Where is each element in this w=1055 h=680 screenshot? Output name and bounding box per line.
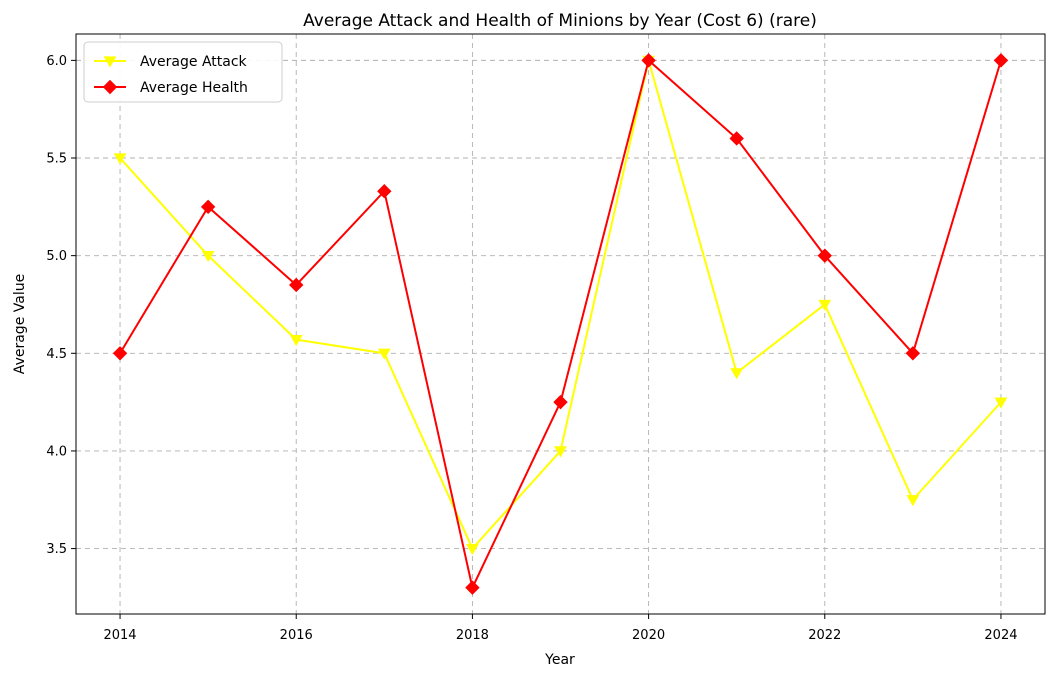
series-line <box>119 59 1002 589</box>
y-axis: 3.5 4.0 4.5 5.0 5.5 6.0 <box>46 54 76 557</box>
chart-title: Average Attack and Health of Minions by … <box>303 11 817 31</box>
data-point <box>554 446 567 458</box>
y-tick-label: 6.0 <box>46 54 67 69</box>
data-point <box>113 153 127 165</box>
data-point <box>729 131 744 146</box>
y-tick-label: 4.0 <box>46 444 67 459</box>
data-point <box>994 397 1008 409</box>
data-point <box>905 346 921 361</box>
data-point <box>200 199 216 215</box>
legend-entry: Average Health <box>140 80 248 96</box>
data-point <box>641 53 656 68</box>
data-point <box>818 299 832 311</box>
data-point <box>553 394 568 410</box>
data-point <box>730 368 744 380</box>
y-axis-label: Average Value <box>12 274 28 374</box>
data-point <box>289 334 303 347</box>
data-point <box>377 348 391 360</box>
y-tick-label: 5.5 <box>46 152 67 167</box>
x-tick-label: 2024 <box>984 628 1017 643</box>
legend-marker <box>103 56 117 68</box>
legend-marker <box>102 79 118 95</box>
x-axis-label: Year <box>544 652 575 668</box>
data-point <box>377 183 392 199</box>
data-point <box>906 495 920 507</box>
x-tick-label: 2014 <box>103 628 136 643</box>
data-point <box>201 251 215 263</box>
series-layer <box>112 53 1009 595</box>
y-tick-label: 5.0 <box>46 249 67 264</box>
plot-frame <box>75 33 1046 615</box>
data-point <box>993 53 1009 68</box>
data-point <box>465 580 480 595</box>
grid <box>76 34 1045 614</box>
legend-box <box>83 41 283 103</box>
x-tick-label: 2018 <box>456 628 489 643</box>
series-1 <box>112 53 1009 595</box>
series-0 <box>113 55 1008 556</box>
y-tick-label: 4.5 <box>46 347 67 362</box>
data-point <box>466 543 479 556</box>
x-tick-label: 2020 <box>632 628 665 643</box>
data-point <box>289 277 304 293</box>
data-point <box>112 346 128 361</box>
legend: Average Attack Average Health <box>83 41 283 103</box>
y-tick-label: 3.5 <box>46 542 67 557</box>
data-point <box>817 248 832 263</box>
x-tick-label: 2016 <box>280 628 313 643</box>
legend-entry: Average Attack <box>140 54 248 70</box>
x-axis: 2014 2016 2018 2020 2022 2024 <box>103 614 1018 643</box>
x-tick-label: 2022 <box>808 628 841 643</box>
